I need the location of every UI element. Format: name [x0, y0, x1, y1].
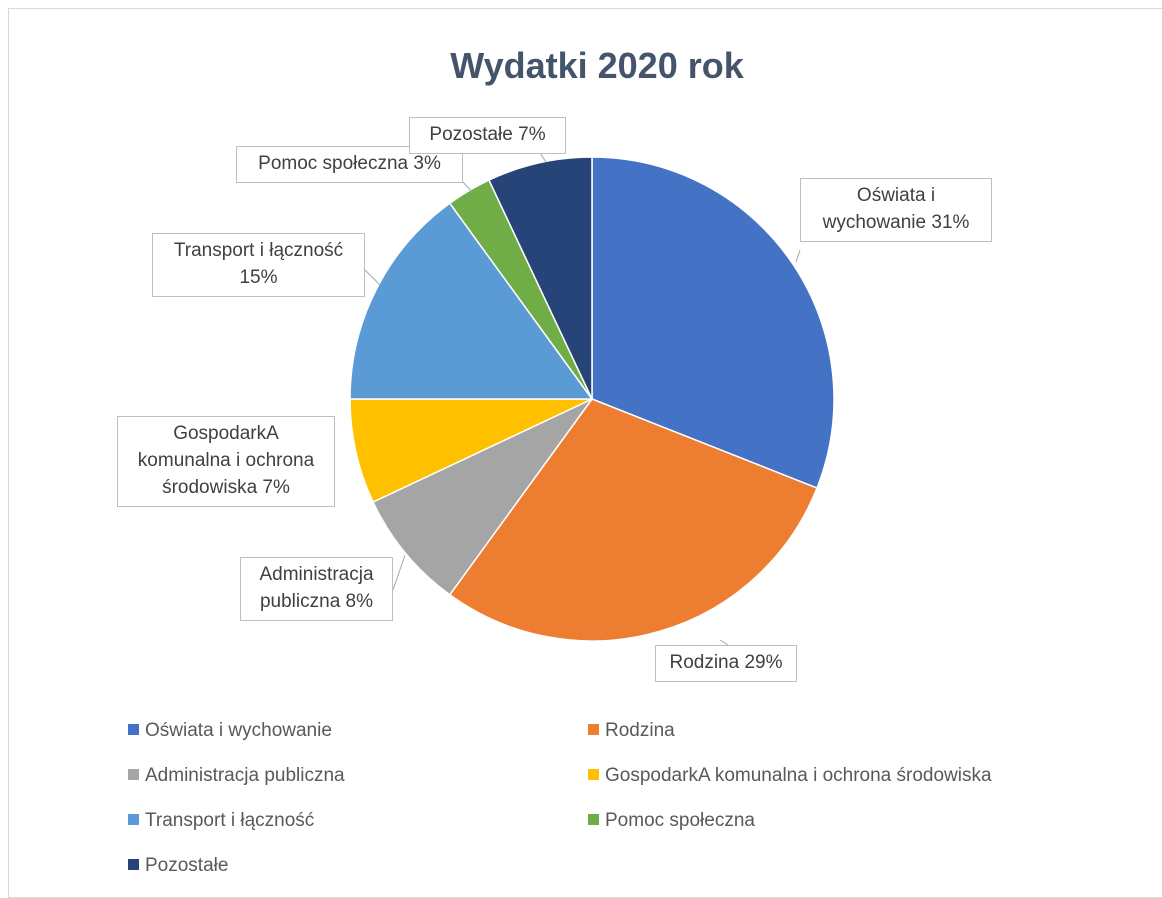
- pie-slice: [448, 398, 818, 642]
- pie-slice: [349, 202, 594, 400]
- legend-marker: [128, 720, 145, 741]
- data-label: GospodarkA komunalna i ochrona środowisk…: [117, 416, 335, 507]
- leader-line: [795, 249, 801, 263]
- data-label: Administracja publiczna 8%: [240, 557, 393, 621]
- data-label-value: 15%: [239, 266, 278, 288]
- legend-entry: Rodzina: [588, 720, 675, 742]
- leader-line: [719, 639, 729, 646]
- data-label-category: Rodzina: [669, 652, 740, 673]
- legend-entry: GospodarkA komunalna i ochrona środowisk…: [588, 765, 992, 787]
- data-label-category: Transport i łączność: [173, 240, 344, 261]
- data-label-value: 8%: [345, 590, 374, 612]
- legend-swatch: [128, 814, 139, 825]
- legend-swatch: [588, 724, 599, 735]
- legend-marker: [128, 855, 145, 876]
- legend-label: Transport i łączność: [145, 810, 315, 831]
- chart-title: Wydatki 2020 rok: [450, 45, 744, 86]
- legend-entry: Pomoc społeczna: [588, 810, 755, 832]
- legend-marker: [128, 810, 145, 831]
- legend-label: Administracja publiczna: [145, 765, 345, 786]
- data-label-value: 7%: [262, 476, 290, 498]
- data-label-category: Oświata i wychowanie: [822, 185, 936, 233]
- data-label-category: Administracja publiczna: [259, 564, 374, 612]
- data-label-category: Pomoc społeczna: [258, 153, 409, 174]
- pie-slice: [591, 156, 835, 490]
- legend-marker: [128, 765, 145, 786]
- leader-lines: [364, 152, 801, 646]
- data-label: Transport i łączność 15%: [152, 233, 365, 297]
- legend-marker: [588, 810, 605, 831]
- pie-slice: [487, 156, 593, 400]
- legend-entry: Pozostałe: [128, 855, 228, 877]
- data-label: Oświata i wychowanie 31%: [800, 178, 992, 242]
- data-label: Rodzina 29%: [655, 645, 797, 682]
- legend-swatch: [588, 769, 599, 780]
- legend-entry: Administracja publiczna: [128, 765, 345, 787]
- pie-slice: [372, 398, 593, 596]
- legend-marker: [588, 720, 605, 741]
- leader-line: [364, 269, 381, 286]
- legend-label: Pomoc społeczna: [605, 810, 755, 831]
- legend-marker: [588, 765, 605, 786]
- data-label: Pozostałe 7%: [409, 117, 566, 154]
- data-label-value: 29%: [744, 652, 783, 673]
- legend-swatch: [128, 859, 139, 870]
- data-label-value: 31%: [931, 211, 970, 233]
- legend-swatch: [128, 769, 139, 780]
- data-label-value: 7%: [518, 124, 546, 145]
- legend-label: Pozostałe: [145, 855, 229, 876]
- leader-line: [462, 181, 473, 193]
- pie-slice: [349, 398, 593, 504]
- data-label-category: GospodarkA komunalna i ochrona środowisk…: [137, 423, 315, 498]
- leader-line: [539, 152, 547, 163]
- data-label-value: 3%: [413, 153, 441, 174]
- leader-line: [392, 554, 406, 591]
- legend-label: Oświata i wychowanie: [145, 720, 332, 741]
- data-label-category: Pozostałe: [429, 124, 513, 145]
- legend-swatch: [588, 814, 599, 825]
- legend-entry: Transport i łączność: [128, 810, 314, 832]
- slices: [349, 156, 835, 642]
- legend-label: GospodarkA komunalna i ochrona środowisk…: [605, 765, 992, 786]
- legend-entry: Oświata i wychowanie: [128, 720, 332, 742]
- legend-swatch: [128, 724, 139, 735]
- legend-label: Rodzina: [605, 720, 675, 741]
